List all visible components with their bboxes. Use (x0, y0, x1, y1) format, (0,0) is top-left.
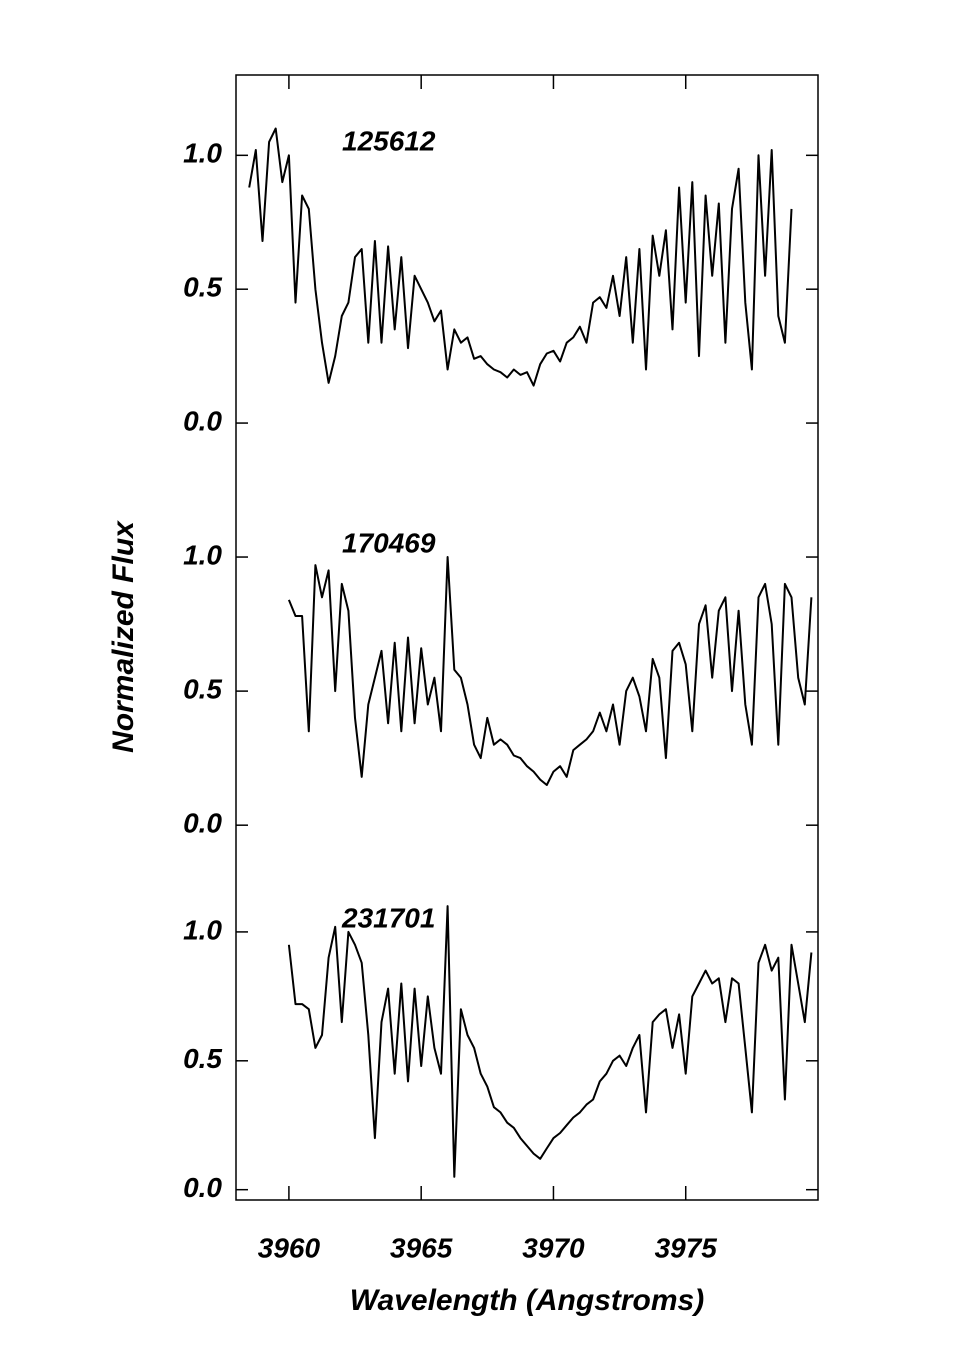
y-tick-label: 1.0 (183, 914, 222, 945)
y-tick-label: 0.5 (183, 1043, 222, 1074)
x-tick-label: 3960 (258, 1232, 321, 1263)
spectrum-line (287, 556, 813, 786)
y-tick-label: 0.5 (183, 272, 222, 303)
spectrum-label: 231701 (341, 902, 435, 933)
x-axis-title: Wavelength (Angstroms) (350, 1284, 704, 1317)
y-tick-label: 1.0 (183, 138, 222, 169)
plot-frame (235, 74, 819, 1201)
y-tick-label: 0.0 (183, 808, 222, 839)
y-axis-title: Normalized Flux (107, 520, 140, 753)
spectrum-line (287, 905, 813, 1178)
y-tick-label: 0.5 (183, 674, 222, 705)
spectrum-label: 125612 (342, 126, 436, 157)
y-tick-label: 1.0 (183, 539, 222, 570)
y-tick-label: 0.0 (183, 405, 222, 436)
spectrum-label: 170469 (342, 527, 436, 558)
x-tick-label: 3975 (655, 1232, 718, 1263)
x-tick-label: 3970 (522, 1232, 585, 1263)
y-tick-label: 0.0 (183, 1172, 222, 1203)
x-tick-label: 3965 (390, 1232, 453, 1263)
spectrum-line (248, 127, 793, 387)
